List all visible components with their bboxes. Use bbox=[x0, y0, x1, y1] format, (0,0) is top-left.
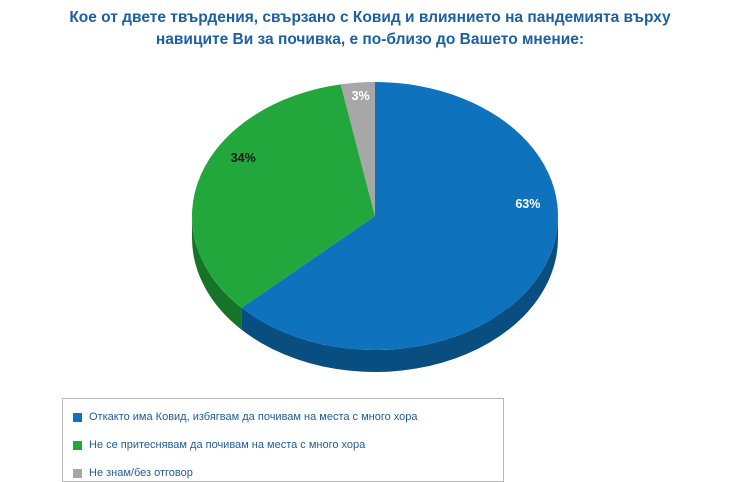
pie-slice-label: 34% bbox=[231, 151, 256, 165]
legend-item: Откакто има Ковид, избягвам да почивам н… bbox=[73, 403, 493, 431]
legend-item: Не се притеснявам да почивам на места с … bbox=[73, 431, 493, 459]
chart-title: Кое от двете твърдения, свързано с Ковид… bbox=[0, 7, 740, 51]
legend-label: Не се притеснявам да почивам на места с … bbox=[89, 439, 366, 451]
pie-chart: 63% 34% 3% bbox=[191, 82, 559, 372]
legend-swatch-blue bbox=[73, 412, 82, 422]
chart-title-line2: навиците Ви за почивка, е по-близо до Ва… bbox=[155, 31, 585, 48]
chart-legend: Откакто има Ковид, избягвам да почивам н… bbox=[62, 398, 504, 482]
chart-title-line1: Кое от двете твърдения, свързано с Ковид… bbox=[69, 9, 671, 26]
legend-swatch-green bbox=[73, 440, 82, 450]
legend-label: Откакто има Ковид, избягвам да почивам н… bbox=[89, 411, 418, 423]
legend-item: Не знам/без отговор bbox=[73, 459, 493, 482]
pie-slice-label: 3% bbox=[352, 89, 370, 103]
pie-slice-label: 63% bbox=[515, 197, 540, 211]
legend-label: Не знам/без отговор bbox=[89, 467, 193, 479]
legend-swatch-gray bbox=[73, 468, 82, 478]
